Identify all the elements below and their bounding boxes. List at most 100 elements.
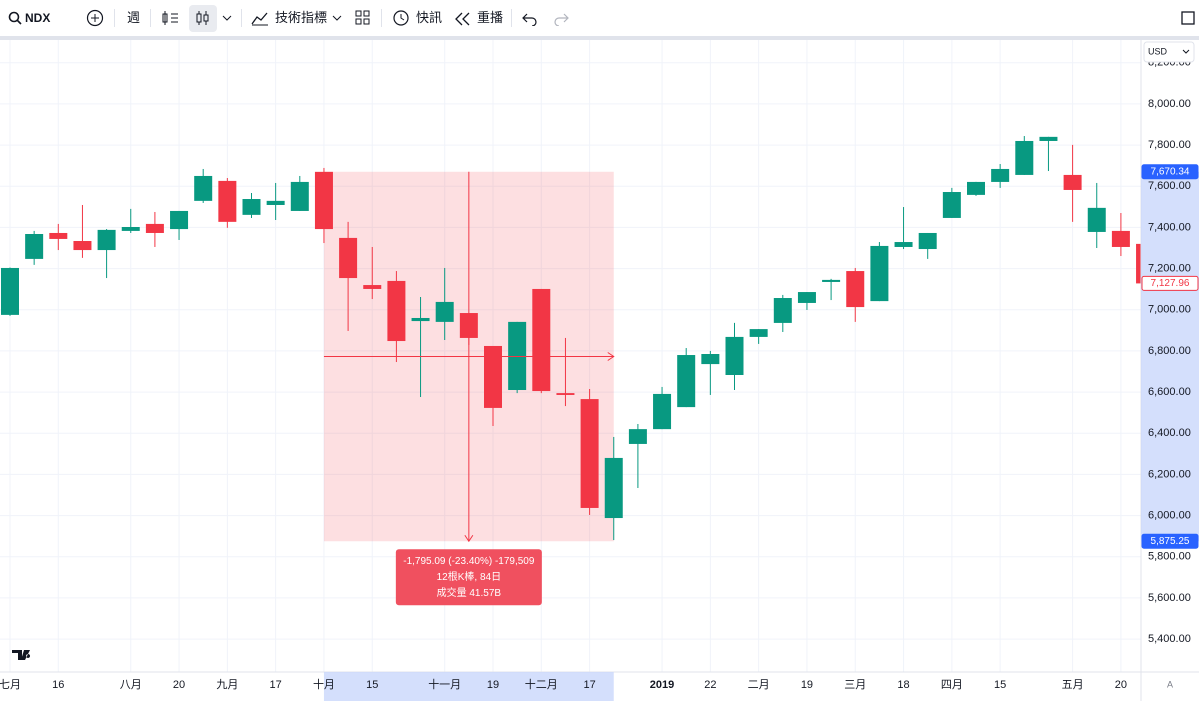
candle-body [411, 317, 430, 322]
candle-body [677, 355, 696, 408]
x-tick-label: 三月 [844, 679, 866, 691]
x-tick-label: 20 [173, 679, 185, 691]
undo[interactable] [522, 12, 538, 26]
measure-label: 成交量 41.57B [437, 586, 502, 599]
candle-icon[interactable] [195, 10, 211, 26]
candle-body [846, 271, 865, 308]
candle-body [749, 329, 768, 337]
price-tag-label: 7,127.96 [1151, 278, 1190, 289]
candle-body [1087, 207, 1106, 232]
candle-body [894, 242, 913, 247]
y-tick-label: 8,200.00 [1148, 57, 1191, 69]
y-tick-label: 7,200.00 [1148, 262, 1191, 274]
search-icon[interactable] [8, 11, 22, 25]
price-tag [1141, 164, 1199, 180]
currency: USD [1148, 46, 1168, 56]
selected-chart-type[interactable] [189, 5, 217, 32]
x-tick-label: 2019 [650, 679, 674, 691]
y-tick-label: 7,000.00 [1148, 304, 1191, 316]
candle-body [725, 336, 744, 375]
candle-body [604, 457, 623, 519]
candle-body [242, 199, 261, 215]
measure-arrow-head [464, 534, 474, 543]
x-tick-label: 17 [583, 679, 595, 691]
candle-body [532, 288, 551, 392]
candle-body [556, 393, 575, 395]
x-tick-label: 22 [704, 679, 716, 691]
candle-body [387, 280, 406, 342]
candle-body [170, 210, 189, 230]
time-range-highlight [323, 672, 614, 701]
dropdown[interactable] [332, 15, 342, 23]
y-tick-label: 6,800.00 [1148, 345, 1191, 357]
y-tick-label: 6,200.00 [1148, 468, 1191, 480]
currency-box[interactable] [1143, 41, 1195, 63]
scale-mode[interactable]: A [1167, 679, 1173, 689]
replay-icon[interactable] [455, 12, 471, 26]
x-tick-label: 九月 [216, 678, 238, 691]
candle-body [49, 232, 68, 239]
x-tick-label: 十一月 [428, 677, 461, 691]
candle-body [435, 301, 454, 322]
x-tick-label: 七月 [0, 678, 21, 691]
x-tick-label: 十二月 [525, 677, 558, 691]
interval[interactable]: 週 [127, 10, 141, 25]
measure-label: -1,795.09 (-23.40%) -179,509 [403, 556, 535, 567]
candle-body [145, 223, 164, 233]
price-tag [1141, 533, 1199, 549]
layout-icon[interactable] [355, 10, 371, 26]
symbol[interactable]: NDX [25, 11, 51, 25]
x-tick-label: 19 [801, 679, 813, 691]
y-tick-label: 6,000.00 [1148, 509, 1191, 521]
x-tick-label: 18 [897, 679, 909, 691]
toolbar: NDX 週 技術指標 快訊 重播 [0, 0, 1199, 40]
indicators-icon[interactable] [251, 10, 269, 26]
price-tag [1141, 275, 1199, 291]
candle-body [194, 175, 213, 201]
axes: 5,400.00 5,600.00 5,800.00 6,000.00 6,200.00… [0, 40, 1199, 701]
dropdown[interactable] [222, 15, 232, 23]
dropdown [1182, 49, 1190, 54]
price-range-highlight [1141, 171, 1199, 542]
candle-body [580, 399, 599, 508]
x-tick-label: 15 [994, 679, 1006, 691]
x-tick-label: 17 [270, 679, 282, 691]
x-tick-label: 16 [52, 679, 64, 691]
replay[interactable]: 重播 [477, 10, 504, 25]
candle-body [1, 267, 19, 315]
redo[interactable] [553, 12, 569, 26]
fullscreen[interactable] [1180, 10, 1196, 26]
y-tick-label: 6,400.00 [1148, 427, 1191, 439]
candle-body [628, 429, 647, 444]
y-tick-label: 5,800.00 [1148, 551, 1191, 563]
bar-style[interactable] [162, 10, 180, 26]
candle-body [1063, 174, 1082, 190]
x-tick-label: 19 [487, 679, 499, 691]
y-tick-label: 7,800.00 [1148, 139, 1191, 151]
candle-body [97, 229, 116, 251]
y-tick-label: 5,400.00 [1148, 633, 1191, 645]
y-tick-label: 6,600.00 [1148, 386, 1191, 398]
candle-body [653, 393, 672, 430]
candle-body [73, 241, 92, 251]
candle-body [822, 279, 841, 282]
logo[interactable] [12, 650, 31, 660]
candle-body [991, 168, 1010, 182]
candle-body [701, 354, 720, 365]
alert-icon[interactable] [392, 9, 410, 27]
candle-body [121, 227, 140, 231]
y-tick-label: 7,400.00 [1148, 221, 1191, 233]
candle-body [218, 180, 237, 222]
candle-body [339, 237, 358, 279]
candle-body [1136, 243, 1141, 284]
indicators[interactable]: 技術指標 [275, 10, 328, 25]
add-symbol[interactable] [86, 9, 104, 27]
alerts[interactable]: 快訊 [416, 10, 443, 25]
x-tick-label: 二月 [748, 679, 770, 691]
y-tick-label: 8,000.00 [1148, 98, 1191, 110]
x-tick-label: 五月 [1062, 679, 1084, 691]
x-tick-label: 八月 [120, 679, 142, 691]
candle-body [1111, 230, 1130, 247]
